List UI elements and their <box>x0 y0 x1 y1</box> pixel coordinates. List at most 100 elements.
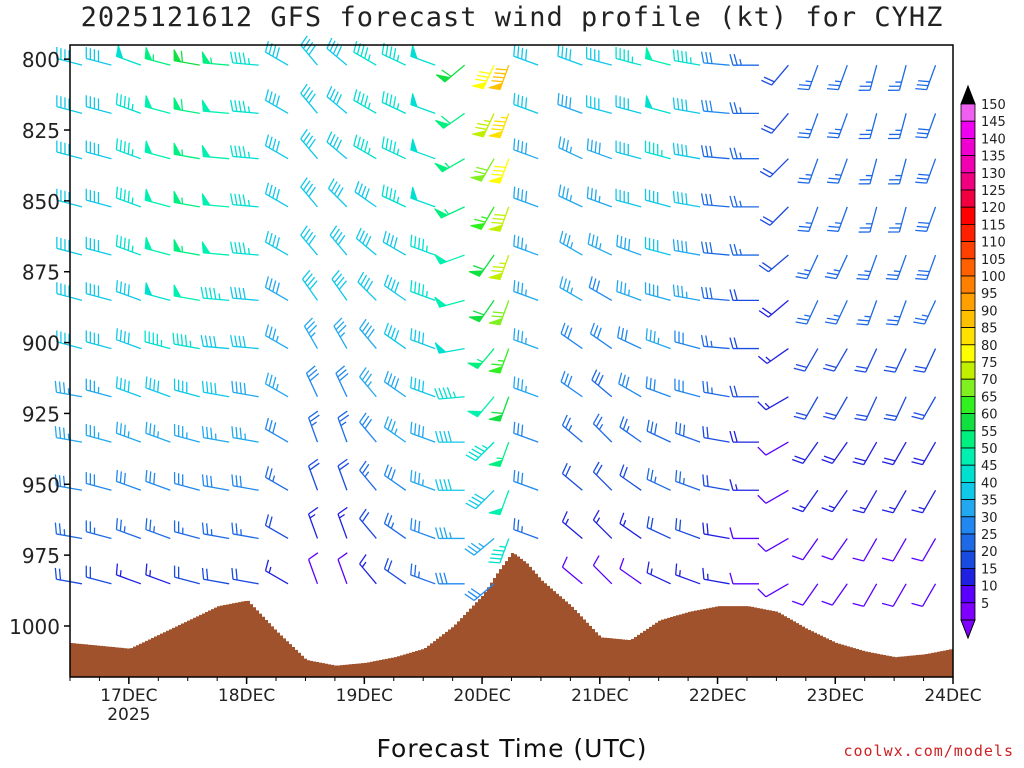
barb-shaft <box>831 538 848 561</box>
barb-half-feather <box>524 337 527 345</box>
barb-feather <box>418 424 421 437</box>
barb-feather <box>201 567 205 580</box>
barb-feather <box>123 379 126 391</box>
barb-feather <box>791 600 804 606</box>
wind-barb <box>881 583 907 607</box>
barb-shaft <box>892 538 907 562</box>
barb-feather <box>733 385 738 397</box>
barb-feather <box>821 600 833 606</box>
barb-feather <box>616 280 619 292</box>
barb-feather <box>791 555 804 561</box>
barb-feather <box>798 177 811 180</box>
barb-feather <box>795 363 808 369</box>
barb-shaft <box>898 113 907 139</box>
barb-shaft <box>592 471 613 491</box>
barb-feather <box>729 147 734 159</box>
barb-feather <box>234 51 238 64</box>
barb-feather <box>390 279 396 291</box>
wind-barb <box>337 552 348 585</box>
barb-feather <box>757 494 767 504</box>
colorbar-label: 25 <box>981 528 998 543</box>
credit-text: coolwx.com/models <box>843 742 1014 760</box>
barb-shaft <box>203 485 230 491</box>
wind-barb <box>758 254 789 273</box>
barb-feather <box>915 365 927 369</box>
barb-pennant <box>435 74 451 83</box>
wind-barb <box>881 538 907 562</box>
barb-half-feather <box>799 505 806 509</box>
barb-pennant <box>468 270 485 277</box>
barb-half-feather <box>496 457 503 460</box>
barb-feather <box>115 421 119 434</box>
barb-shaft <box>587 149 613 160</box>
barb-feather <box>826 181 839 184</box>
barb-feather <box>821 507 833 513</box>
barb-shaft <box>300 234 318 256</box>
barb-feather <box>239 475 242 488</box>
barb-feather <box>272 328 277 340</box>
barb-feather <box>238 242 242 254</box>
barb-pennant <box>434 296 448 308</box>
wind-barb <box>589 322 613 350</box>
barb-feather <box>356 136 361 148</box>
barb-feather <box>115 280 119 292</box>
barb-feather <box>826 136 839 139</box>
barb-feather <box>337 410 348 419</box>
wind-barb <box>592 555 613 585</box>
barb-half-feather <box>131 197 134 204</box>
barb-shaft <box>359 518 377 539</box>
barb-feather <box>264 182 270 195</box>
barb-feather <box>622 466 628 478</box>
barb-shaft <box>353 145 377 160</box>
wind-barb <box>587 232 613 256</box>
barb-shaft <box>86 247 112 256</box>
barb-shaft <box>381 53 407 66</box>
barb-feather <box>561 186 566 198</box>
colorbar-label: 10 <box>981 580 998 595</box>
barb-feather <box>272 138 277 151</box>
colorbar-swatch <box>960 533 976 552</box>
barb-feather <box>272 280 277 292</box>
barb-feather <box>464 593 475 602</box>
wind-barb <box>201 241 230 256</box>
barb-shaft <box>837 64 848 90</box>
barb-feather <box>123 95 126 108</box>
barb-feather <box>441 69 452 78</box>
barb-half-feather <box>339 332 346 338</box>
barb-shaft <box>335 372 348 398</box>
wind-barb <box>674 378 701 398</box>
barb-shaft <box>869 206 878 233</box>
barb-half-feather <box>804 269 811 272</box>
wind-barb <box>729 102 759 114</box>
barb-feather <box>353 40 358 53</box>
colorbar-label: 95 <box>981 287 998 302</box>
barb-half-feather <box>805 128 812 131</box>
wind-barb <box>115 376 142 398</box>
barb-feather <box>115 186 119 199</box>
barb-half-feather <box>654 476 657 483</box>
barb-feather <box>327 178 335 189</box>
barb-half-feather <box>500 116 508 119</box>
barb-feather <box>513 328 516 340</box>
barb-feather <box>62 475 66 488</box>
barb-feather <box>911 461 923 466</box>
barb-feather <box>302 228 311 239</box>
wind-barb <box>201 567 230 585</box>
barb-feather <box>857 319 870 322</box>
wind-barb <box>144 140 171 160</box>
wind-barb <box>264 514 289 540</box>
barb-half-feather <box>804 314 811 317</box>
barb-shaft <box>410 339 436 350</box>
barb-pennant <box>488 507 504 516</box>
barb-feather <box>362 233 369 245</box>
wind-barb <box>887 158 907 185</box>
barb-feather <box>264 514 270 526</box>
barb-feather <box>418 237 421 250</box>
barb-shaft <box>116 245 142 256</box>
barb-feather <box>355 227 362 239</box>
barb-shaft <box>898 206 907 233</box>
barb-pennant <box>144 282 153 297</box>
barb-feather <box>702 474 705 486</box>
wind-barb <box>383 464 407 491</box>
barb-feather <box>119 188 122 200</box>
